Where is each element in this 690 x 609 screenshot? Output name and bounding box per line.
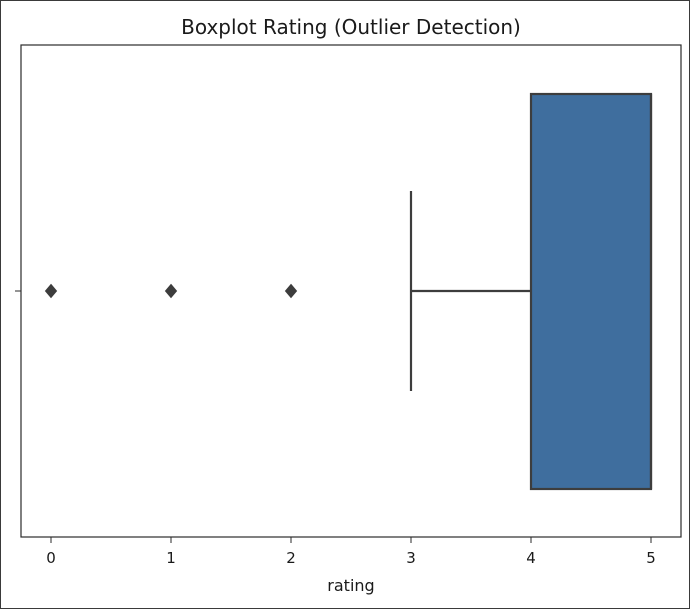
- chart-title: Boxplot Rating (Outlier Detection): [181, 15, 521, 39]
- outlier-point: [44, 283, 58, 299]
- outlier-point: [284, 283, 298, 299]
- x-tick-label: 2: [286, 549, 296, 567]
- outlier-point: [164, 283, 178, 299]
- x-tick-label: 0: [46, 549, 56, 567]
- x-tick-label: 3: [406, 549, 416, 567]
- x-axis-ticks: 0 1 2 3 4 5: [46, 537, 656, 567]
- x-tick-label: 1: [166, 549, 176, 567]
- iqr-box: [529, 92, 653, 491]
- x-tick-label: 4: [526, 549, 536, 567]
- x-axis-label: rating: [327, 576, 374, 595]
- chart-marks: [44, 92, 653, 491]
- x-tick-label: 5: [646, 549, 656, 567]
